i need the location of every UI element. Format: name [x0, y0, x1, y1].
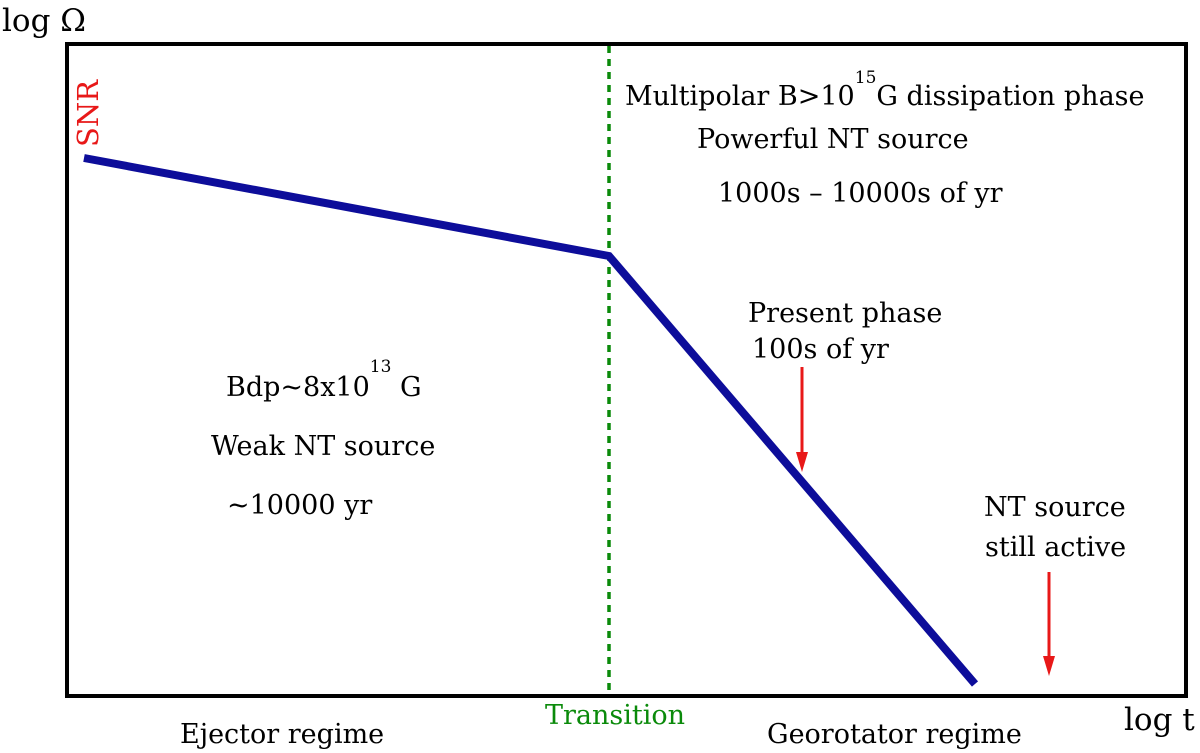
- bdp-exponent: 13: [370, 357, 392, 377]
- weak-source-label: Weak NT source: [211, 431, 435, 462]
- still-active-label-2: still active: [985, 532, 1126, 563]
- still-active-arrow: [1043, 572, 1055, 676]
- x-axis-label: log t: [1124, 702, 1195, 738]
- powerful-source-label: Powerful NT source: [697, 124, 969, 155]
- weak-age-label: ~10000 yr: [227, 490, 372, 521]
- transition-label: Transition: [545, 700, 685, 731]
- georotator-regime-label: Georotator regime: [767, 719, 1022, 750]
- bdp-label: Bdp~8x1013 G: [226, 357, 422, 403]
- snr-label: SNR: [71, 79, 105, 147]
- present-phase-label: Present phase: [748, 298, 942, 329]
- plot-frame: [65, 42, 1188, 698]
- multipolar-label: Multipolar B>1015G dissipation phase: [625, 68, 1145, 112]
- multipolar-prefix: Multipolar B>10: [625, 81, 855, 112]
- still-active-label-1: NT source: [984, 492, 1126, 523]
- powerful-age-label: 1000s – 10000s of yr: [718, 178, 1003, 209]
- present-phase-arrow: [796, 367, 808, 472]
- bdp-suffix: G: [391, 372, 421, 403]
- present-age-label: 100s of yr: [752, 334, 889, 365]
- multipolar-exponent: 15: [855, 68, 877, 88]
- evolution-track: [83, 154, 979, 687]
- y-axis-label: log Ω: [2, 3, 86, 39]
- ejector-regime-label: Ejector regime: [180, 719, 384, 750]
- multipolar-suffix: G dissipation phase: [876, 81, 1144, 112]
- bdp-prefix: Bdp~8x10: [226, 372, 370, 403]
